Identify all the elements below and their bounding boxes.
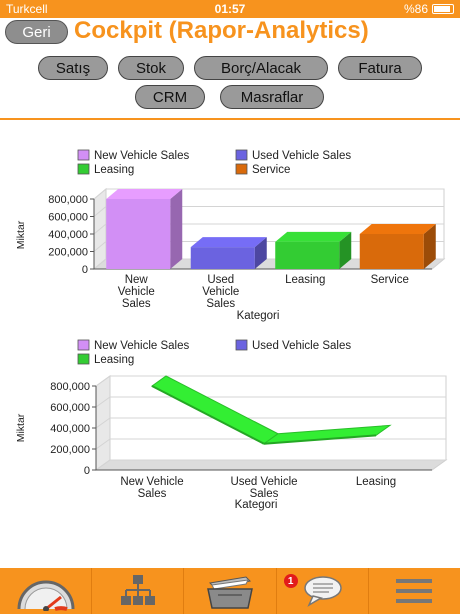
gridline [95, 417, 446, 429]
bar-side [254, 237, 267, 269]
bar [106, 199, 171, 269]
x-tick-label: Used Vehicle Sales [202, 274, 239, 310]
gridline [95, 375, 446, 387]
tab-hierarchy[interactable] [92, 568, 185, 614]
nav-pill-fatura[interactable]: Fatura [338, 56, 422, 80]
hierarchy-icon [120, 575, 155, 605]
y-axis-title: Miktar [15, 220, 27, 249]
gridline [93, 188, 444, 200]
gridline [95, 396, 446, 408]
x-tick-label: Leasing [356, 476, 396, 488]
legend-item: Leasing [94, 164, 134, 176]
gridline [95, 459, 446, 471]
y-tick-label: 0 [84, 465, 90, 477]
line-series-edge [263, 434, 377, 445]
folder-icon [207, 576, 253, 609]
legend-swatch [77, 339, 90, 351]
x-tick-label: Leasing [285, 274, 325, 286]
nav-pill-crm[interactable]: CRM [135, 85, 205, 109]
status-bar: Turkcell 01:57 %86 [0, 0, 460, 18]
battery-icon [432, 4, 454, 14]
legend-item: Used Vehicle Sales [252, 340, 351, 352]
chart-floor [94, 459, 448, 471]
bar [275, 241, 340, 269]
y-tick-label: 200,000 [48, 247, 88, 259]
bar-top [359, 224, 436, 234]
y-tick-label: 600,000 [48, 212, 88, 224]
bar-side [339, 231, 352, 269]
clock: 01:57 [214, 2, 246, 16]
y-tick-label: 200,000 [50, 444, 90, 456]
bar-top [106, 189, 183, 199]
chat-bubble-icon [304, 576, 342, 607]
legend-swatch [77, 353, 90, 365]
bar-side [423, 224, 436, 269]
back-button[interactable]: Geri [5, 20, 68, 44]
bar [359, 234, 424, 269]
x-axis-title: Kategori [235, 499, 278, 511]
page-title: Cockpit (Rapor-Analytics) [74, 17, 369, 44]
speedometer-icon [17, 580, 75, 611]
bottom-tab-bar: 1 [0, 568, 460, 614]
gridline [93, 206, 444, 217]
legend-swatch [77, 163, 90, 175]
line-series-edge [151, 385, 265, 445]
legend-swatch [235, 163, 248, 175]
x-tick-label: Used Vehicle Sales [230, 476, 297, 500]
tab-folder[interactable] [184, 568, 277, 614]
y-tick-label: 800,000 [48, 194, 88, 206]
x-axis-title: Kategori [237, 310, 280, 322]
legend-item: New Vehicle Sales [94, 150, 189, 162]
legend-item: New Vehicle Sales [94, 340, 189, 352]
line-chart: New Vehicle Sales Used Vehicle Sales Leasi… [15, 339, 448, 511]
header-divider [0, 118, 460, 120]
y-axis-title: Miktar [15, 413, 27, 442]
nav-pill-borc-alacak[interactable]: Borç/Alacak [194, 56, 328, 80]
legend-item: Service [252, 164, 290, 176]
nav-pill-satis[interactable]: Satış [38, 56, 108, 80]
y-tick-label: 400,000 [48, 229, 88, 241]
bar [190, 247, 255, 269]
x-tick-label: Service [371, 274, 409, 286]
legend-item: Used Vehicle Sales [252, 150, 351, 162]
y-tick-label: 0 [82, 264, 88, 276]
notification-badge: 1 [283, 574, 298, 588]
menu-icon [396, 579, 433, 603]
legend-item: Leasing [94, 354, 134, 366]
bar-side [170, 189, 183, 269]
tab-dashboard[interactable] [0, 568, 93, 614]
battery-percent: %86 [403, 2, 428, 16]
bar-top [190, 237, 267, 248]
x-tick-label: New Vehicle Sales [118, 274, 155, 310]
legend-swatch [235, 149, 248, 161]
nav-pill-stok[interactable]: Stok [118, 56, 184, 80]
y-tick-label: 800,000 [50, 381, 90, 393]
tab-menu[interactable] [369, 568, 460, 614]
tab-messages[interactable]: 1 [277, 568, 369, 614]
y-tick-label: 400,000 [50, 423, 90, 435]
y-tick-label: 600,000 [50, 402, 90, 414]
gridline [93, 223, 444, 235]
bar-top [275, 231, 352, 242]
battery-indicator: %86 [404, 2, 454, 16]
carrier-label: Turkcell [6, 2, 48, 16]
legend-swatch [235, 339, 248, 351]
bar-chart: New Vehicle Sales Used Vehicle Sales Leasi… [15, 149, 446, 322]
x-tick-label: New Vehicle Sales [120, 476, 183, 500]
nav-pill-masraflar[interactable]: Masraflar [220, 85, 324, 109]
legend-swatch [77, 149, 90, 161]
